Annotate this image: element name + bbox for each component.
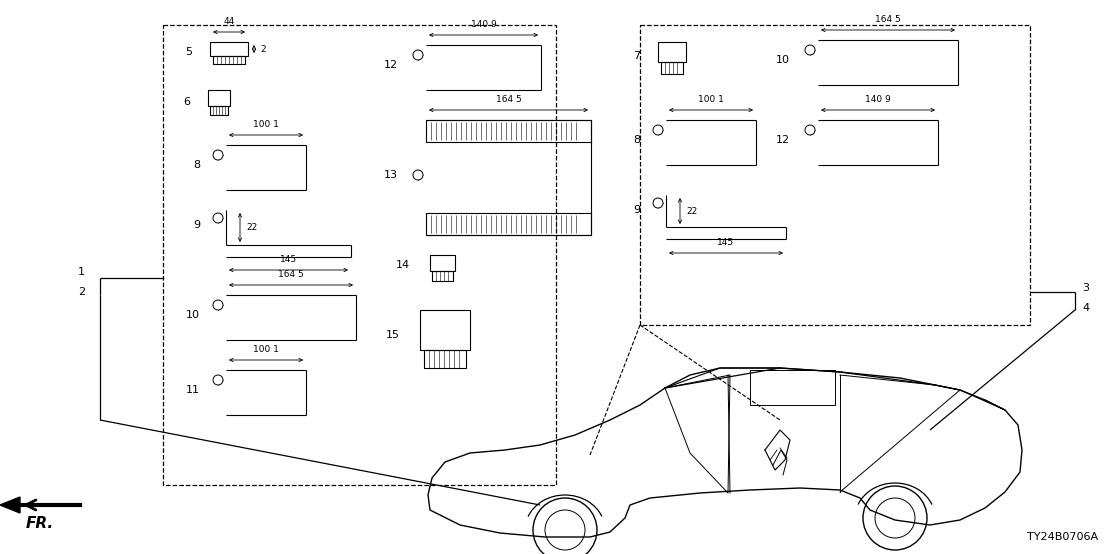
Text: 140 9: 140 9 — [471, 20, 496, 29]
Text: 12: 12 — [776, 135, 790, 145]
Circle shape — [213, 300, 223, 310]
Text: 145: 145 — [280, 255, 297, 264]
Text: 9: 9 — [193, 220, 201, 230]
Bar — [424, 350, 466, 368]
Bar — [658, 42, 686, 62]
Text: 100 1: 100 1 — [253, 345, 279, 354]
Circle shape — [806, 45, 815, 55]
Circle shape — [213, 213, 223, 223]
Text: 15: 15 — [386, 330, 400, 340]
Text: 7: 7 — [633, 51, 640, 61]
Text: 4: 4 — [1083, 303, 1089, 313]
Text: 2: 2 — [260, 44, 266, 54]
Text: 164 5: 164 5 — [495, 95, 522, 104]
Text: 100 1: 100 1 — [698, 95, 724, 104]
Bar — [661, 62, 683, 74]
Bar — [163, 25, 556, 485]
Bar — [211, 42, 248, 56]
Circle shape — [213, 375, 223, 385]
Text: 10: 10 — [186, 310, 201, 320]
Text: 9: 9 — [633, 205, 640, 215]
Circle shape — [806, 125, 815, 135]
Circle shape — [413, 170, 423, 180]
Text: 10: 10 — [776, 55, 790, 65]
Text: 164 5: 164 5 — [875, 15, 901, 24]
Bar — [430, 255, 455, 271]
Text: FR.: FR. — [25, 516, 54, 531]
Circle shape — [653, 125, 663, 135]
Text: 12: 12 — [383, 60, 398, 70]
Text: 11: 11 — [186, 385, 201, 395]
Text: 2: 2 — [78, 287, 85, 297]
Text: 6: 6 — [183, 97, 189, 107]
Circle shape — [213, 150, 223, 160]
Text: 8: 8 — [193, 160, 201, 170]
Polygon shape — [0, 497, 20, 513]
Text: 8: 8 — [633, 135, 640, 145]
Bar — [425, 213, 591, 235]
Text: 22: 22 — [246, 223, 257, 232]
Bar — [213, 56, 245, 64]
Text: TY24B0706A: TY24B0706A — [1027, 532, 1098, 542]
Bar — [750, 370, 835, 405]
Text: 14: 14 — [396, 260, 410, 270]
Bar — [432, 271, 453, 281]
Bar — [425, 120, 591, 142]
Text: 13: 13 — [384, 170, 398, 180]
Circle shape — [653, 198, 663, 208]
Bar — [640, 25, 1030, 325]
Text: 22: 22 — [686, 207, 697, 216]
Text: 140 9: 140 9 — [865, 95, 891, 104]
Bar — [420, 310, 470, 350]
Bar — [211, 106, 228, 115]
Text: 100 1: 100 1 — [253, 120, 279, 129]
Text: 145: 145 — [718, 238, 735, 247]
Bar — [208, 90, 230, 106]
Text: 44: 44 — [224, 17, 235, 26]
Text: 1: 1 — [78, 267, 85, 277]
Text: 3: 3 — [1083, 283, 1089, 293]
Text: 5: 5 — [185, 47, 192, 57]
Text: 164 5: 164 5 — [278, 270, 304, 279]
Circle shape — [413, 50, 423, 60]
